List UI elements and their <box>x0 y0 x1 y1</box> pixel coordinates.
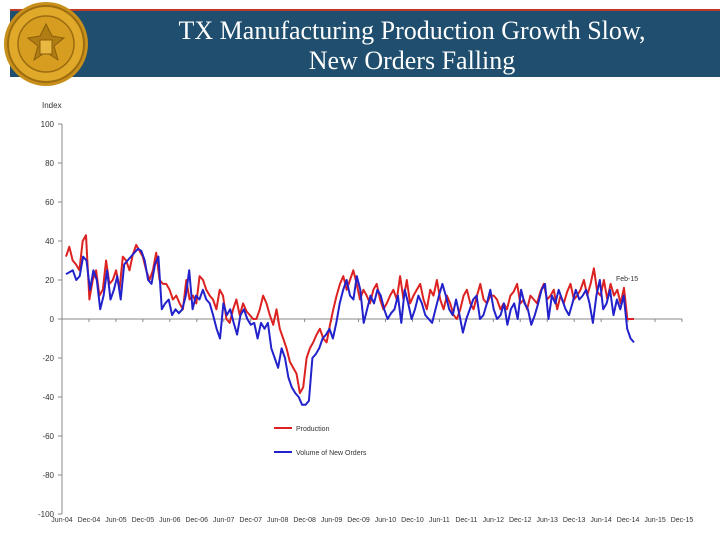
x-tick-label: Dec-09 <box>347 517 370 524</box>
y-tick-label: -20 <box>42 354 54 363</box>
x-tick-label: Dec-12 <box>509 517 532 524</box>
x-tick-label: Dec-10 <box>401 517 424 524</box>
x-tick-label: Dec-14 <box>617 517 640 524</box>
y-tick-label: 0 <box>50 315 55 324</box>
x-tick-label: Dec-13 <box>563 517 586 524</box>
x-tick-label: Jun-07 <box>213 517 235 524</box>
y-tick-label: -40 <box>42 393 54 402</box>
slide-title: TX Manufacturing Production Growth Slow,… <box>112 16 712 76</box>
x-tick-label: Jun-14 <box>590 517 612 524</box>
federal-reserve-seal-icon <box>4 2 88 86</box>
y-tick-label: 20 <box>45 276 54 285</box>
legend-label: Production <box>296 426 330 433</box>
y-tick-label: -60 <box>42 432 54 441</box>
series-line-new-orders <box>65 247 635 406</box>
slide-header: TX Manufacturing Production Growth Slow,… <box>0 0 720 86</box>
x-tick-label: Dec-06 <box>185 517 208 524</box>
y-tick-label: -80 <box>42 471 54 480</box>
x-tick-label: Jun-04 <box>51 517 73 524</box>
x-tick-label: Jun-09 <box>321 517 343 524</box>
y-axis-label: Index <box>42 101 62 110</box>
header-accent-line <box>10 9 720 11</box>
x-tick-label: Jun-11 <box>429 517 450 524</box>
y-tick-label: 40 <box>45 237 54 246</box>
x-tick-label: Dec-08 <box>293 517 316 524</box>
x-tick-label: Dec-11 <box>455 517 477 524</box>
y-tick-label: -100 <box>38 510 55 519</box>
title-line-2: New Orders Falling <box>308 46 516 75</box>
y-tick-label: 60 <box>45 198 54 207</box>
x-tick-label: Jun-13 <box>537 517 559 524</box>
x-tick-label: Jun-12 <box>483 517 505 524</box>
x-tick-label: Dec-15 <box>671 517 694 524</box>
header-band <box>10 11 720 77</box>
x-tick-label: Jun-10 <box>375 517 397 524</box>
x-tick-label: Jun-06 <box>159 517 181 524</box>
line-chart: 100 80 60 40 20 0 -20 -40 -60 -80 -100 Index Jun-04 D… <box>38 101 694 524</box>
y-tick-label: 80 <box>45 159 54 168</box>
x-tick-label: Jun-08 <box>267 517 289 524</box>
annotation-label: Feb-15 <box>616 276 638 283</box>
legend-label: Volume of New Orders <box>296 450 367 457</box>
x-tick-label: Jun-15 <box>644 517 666 524</box>
x-tick-label: Dec-04 <box>78 517 101 524</box>
y-tick-label: 100 <box>41 120 55 129</box>
title-line-1: TX Manufacturing Production Growth Slow, <box>178 16 646 45</box>
x-tick-label: Dec-05 <box>132 517 155 524</box>
x-tick-label: Jun-05 <box>105 517 127 524</box>
x-tick-label: Dec-07 <box>239 517 262 524</box>
